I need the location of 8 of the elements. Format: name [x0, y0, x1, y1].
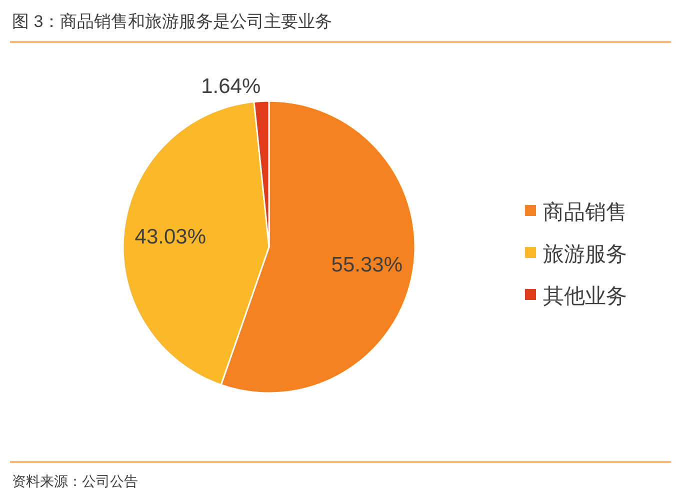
chart-title: 图 3：商品销售和旅游服务是公司主要业务: [12, 12, 332, 31]
data-label: 55.33%: [331, 254, 403, 277]
legend-label: 商品销售: [543, 201, 627, 224]
legend-label: 旅游服务: [543, 243, 627, 266]
data-label: 43.03%: [134, 226, 206, 249]
data-label: 1.64%: [201, 75, 261, 98]
text: 资料来源：公司公告: [12, 473, 138, 489]
legend-label: 其他业务: [543, 285, 627, 308]
